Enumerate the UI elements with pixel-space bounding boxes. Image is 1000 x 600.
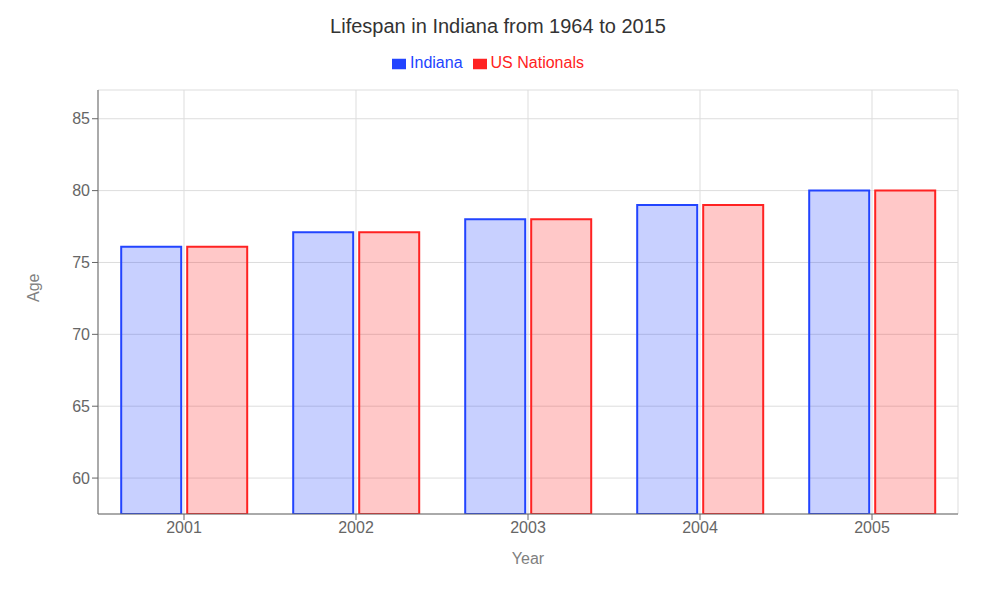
svg-text:2003: 2003 [510,519,546,536]
svg-text:Age: Age [25,273,42,302]
svg-text:2004: 2004 [682,519,718,536]
svg-text:2002: 2002 [338,519,374,536]
svg-text:75: 75 [72,254,90,271]
svg-text:2001: 2001 [166,519,202,536]
svg-text:70: 70 [72,326,90,343]
html-text:Indiana: Indiana [410,54,463,71]
svg-text:65: 65 [72,398,90,415]
svg-text:Year: Year [512,550,545,567]
html-text:Lifespan in Indiana from 1964: Lifespan in Indiana from 1964 to 2015 [330,15,666,37]
svg-text:60: 60 [72,470,90,487]
html-text:US Nationals: US Nationals [490,54,584,71]
svg-text:2005: 2005 [854,519,890,536]
svg-text:80: 80 [72,182,90,199]
svg-text:85: 85 [72,110,90,127]
